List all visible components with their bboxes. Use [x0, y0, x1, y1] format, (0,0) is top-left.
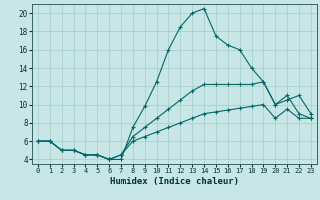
X-axis label: Humidex (Indice chaleur): Humidex (Indice chaleur)	[110, 177, 239, 186]
